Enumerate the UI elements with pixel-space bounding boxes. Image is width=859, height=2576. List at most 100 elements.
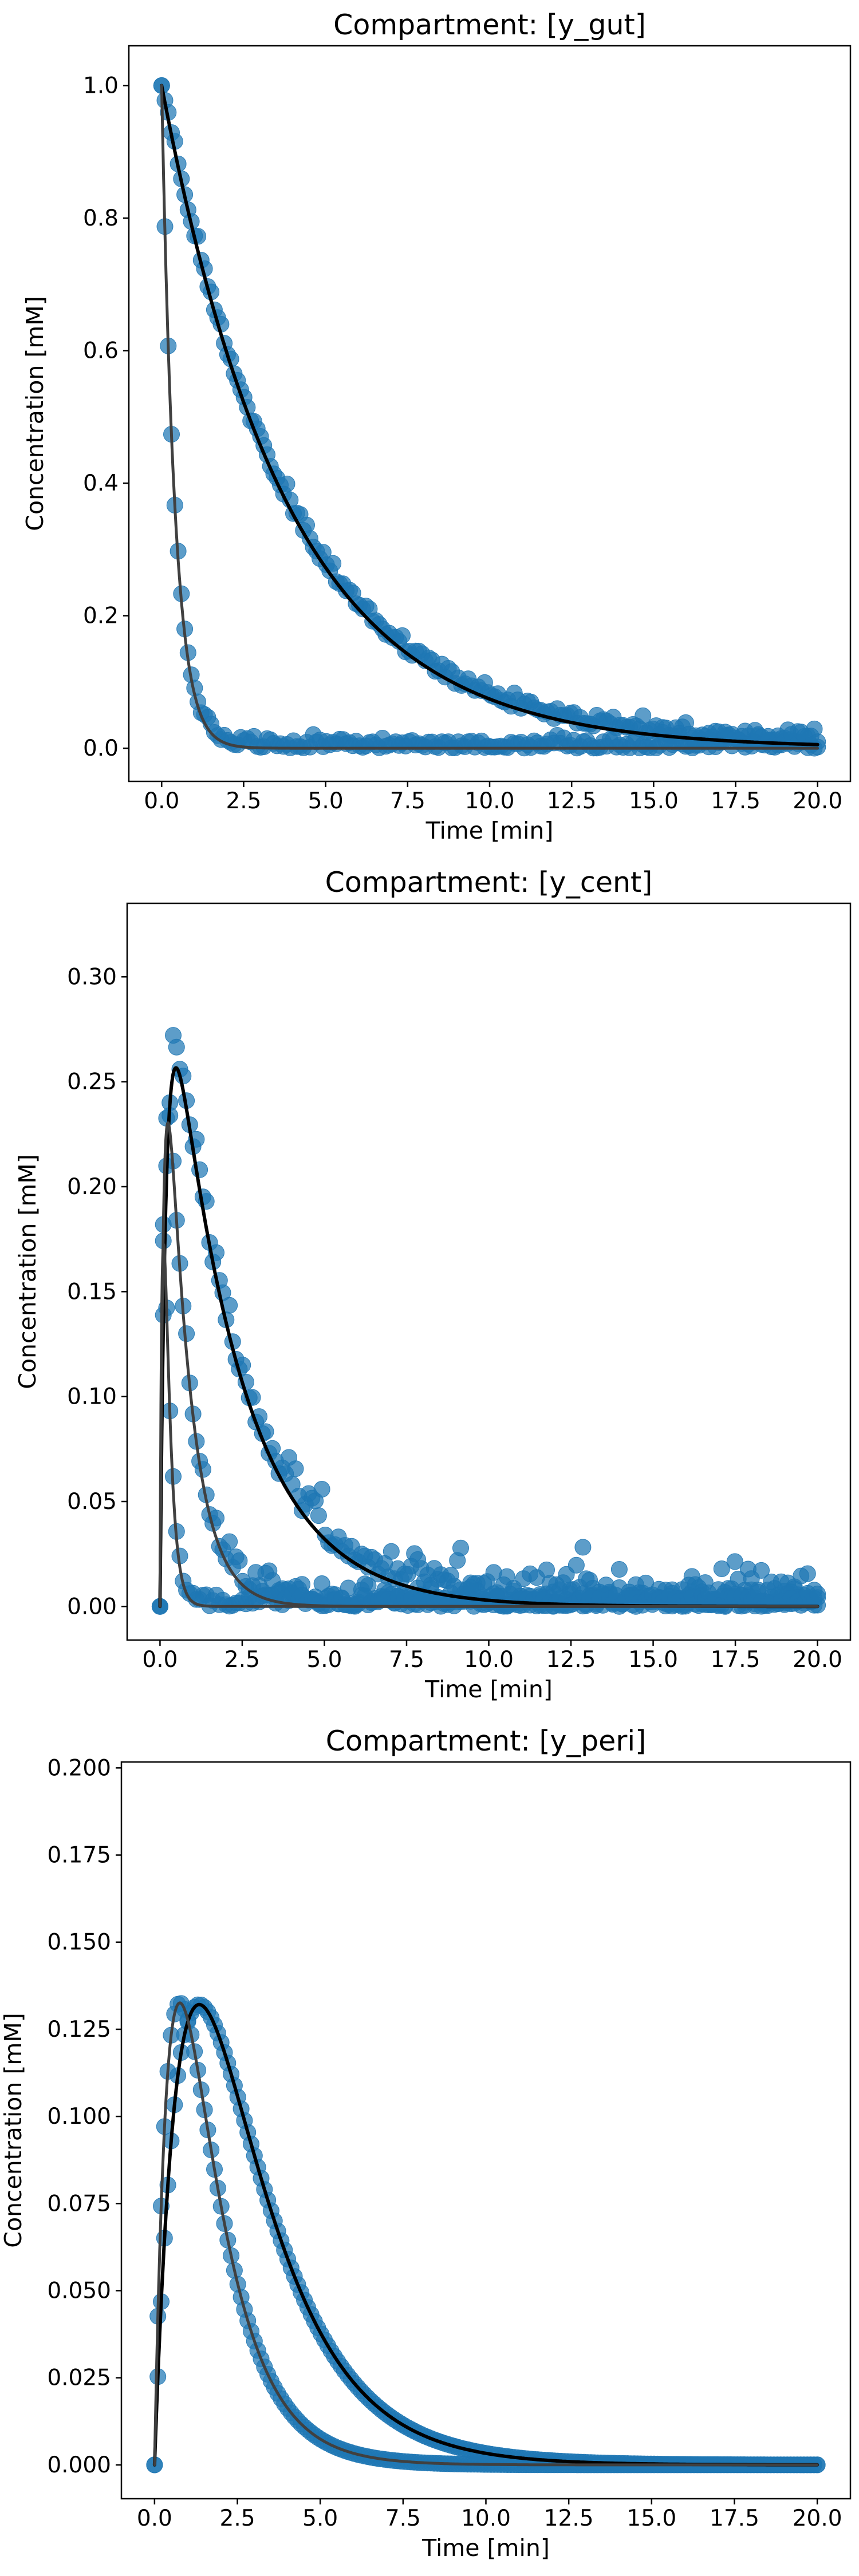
series-2-line (158, 1121, 819, 1608)
y-tick-label: 0.000 (47, 2452, 111, 2478)
x-tick-label: 10.0 (465, 788, 515, 814)
y-axis-label: Concentration [mM] (21, 296, 49, 531)
series-1-line (160, 84, 819, 746)
data-point (194, 1461, 211, 1478)
y-axis-label: Concentration [mM] (14, 1154, 41, 1389)
y-tick-label: 0.100 (47, 2104, 111, 2129)
data-point (221, 1533, 238, 1550)
x-tick-label: 5.0 (308, 788, 344, 814)
x-tick-label: 17.5 (711, 788, 761, 814)
data-point (568, 1556, 585, 1574)
chart-title: Compartment: [y_cent] (325, 866, 653, 899)
x-tick-label: 20.0 (793, 788, 842, 814)
y-tick-label: 0.4 (83, 471, 119, 496)
x-tick-label: 12.5 (544, 2506, 594, 2531)
y-tick-label: 0.0 (83, 736, 119, 761)
y-tick-label: 1.0 (83, 73, 119, 98)
y-axis-label: Concentration [mM] (0, 2013, 27, 2247)
x-tick-label: 0.0 (144, 788, 179, 814)
x-tick-label: 12.5 (547, 788, 597, 814)
data-point (654, 719, 671, 736)
data-point (310, 1507, 327, 1524)
y-tick-label: 0.8 (83, 206, 119, 231)
series-2-points (146, 1995, 826, 2474)
x-tick-label: 10.0 (461, 2506, 511, 2531)
series-3-line (158, 1243, 819, 1608)
y-tick-label: 0.20 (67, 1174, 117, 1200)
y-tick-label: 0.075 (47, 2191, 111, 2217)
series-2-points (151, 1107, 826, 1615)
data-point (313, 1481, 330, 1498)
series-1-points (151, 1027, 826, 1615)
series-1-points (146, 1996, 826, 2474)
y-tick-label: 0.125 (47, 2017, 111, 2042)
data-point (610, 1561, 628, 1578)
x-tick-label: 10.0 (464, 1647, 514, 1673)
y-tick-label: 0.150 (47, 1930, 111, 1955)
series-2-line (160, 84, 819, 750)
y-tick-label: 0.00 (67, 1594, 117, 1619)
x-tick-label: 15.0 (626, 2506, 676, 2531)
data-point (799, 1565, 816, 1582)
x-tick-label: 2.5 (226, 788, 261, 814)
x-tick-label: 2.5 (220, 2506, 255, 2531)
x-tick-label: 15.0 (628, 1647, 678, 1673)
plot-area (151, 1027, 826, 1615)
series-1-points (153, 77, 826, 751)
plot-frame (126, 902, 852, 1641)
plot-frame (128, 45, 852, 783)
x-axis-label: Time [min] (425, 817, 554, 844)
y-tick-label: 0.15 (67, 1279, 117, 1305)
plot-frame (120, 1761, 852, 2500)
y-tick-label: 0.25 (67, 1069, 117, 1095)
data-point (287, 1460, 304, 1477)
x-tick-label: 15.0 (629, 788, 679, 814)
y-tick-label: 0.025 (47, 2365, 111, 2391)
panel-3: Compartment: [y_peri] 0.0 2.5 5.0 7.5 10.0 12.… (0, 1725, 852, 2562)
data-point (574, 1539, 592, 1556)
series-1-line (158, 1066, 819, 1609)
data-point (383, 1543, 400, 1560)
y-tick-label: 0.05 (67, 1489, 117, 1515)
x-tick-label: 17.5 (710, 2506, 759, 2531)
y-tick-label: 0.200 (47, 1755, 111, 1781)
x-tick-label: 12.5 (546, 1647, 596, 1673)
x-tick-label: 7.5 (389, 1647, 424, 1673)
x-tick-label: 20.0 (793, 2506, 842, 2531)
x-tick-label: 2.5 (224, 1647, 260, 1673)
data-point (325, 555, 342, 572)
data-point (726, 1553, 743, 1570)
y-tick-label: 0.2 (83, 603, 119, 629)
x-tick-label: 0.0 (137, 2506, 172, 2531)
panel-2: Compartment: [y_cent] 0.0 2.5 5.0 7.5 10.0 12.… (14, 866, 852, 1703)
y-tick-label: 0.6 (83, 338, 119, 364)
panel-1: Compartment: [y_gut] 0.0 2.5 5.0 7.5 10.0 12.5… (21, 9, 852, 844)
data-point (452, 1539, 469, 1556)
y-tick-label: 0.050 (47, 2278, 111, 2304)
data-point (713, 1560, 730, 1577)
data-point (168, 1038, 185, 1056)
series-1-line (152, 2002, 819, 2467)
x-tick-label: 17.5 (711, 1647, 761, 1673)
plot-area (153, 77, 826, 757)
x-tick-label: 0.0 (142, 1647, 178, 1673)
x-axis-label: Time [min] (421, 2534, 550, 2562)
data-point (753, 1562, 770, 1579)
x-axis-label: Time [min] (424, 1676, 553, 1703)
x-tick-label: 7.5 (390, 788, 425, 814)
series-2-line (153, 2001, 819, 2467)
y-tick-label: 0.175 (47, 1843, 111, 1868)
data-point (394, 627, 411, 644)
chart-title: Compartment: [y_peri] (326, 1725, 646, 1757)
x-tick-label: 5.0 (306, 1647, 342, 1673)
data-point (809, 1585, 826, 1602)
data-point (231, 1552, 248, 1569)
chart-title: Compartment: [y_gut] (333, 9, 646, 41)
x-tick-label: 20.0 (793, 1647, 842, 1673)
x-tick-label: 7.5 (385, 2506, 421, 2531)
y-tick-label: 0.30 (67, 964, 117, 990)
data-point (635, 707, 652, 724)
plot-area (146, 1995, 826, 2474)
y-tick-label: 0.10 (67, 1384, 117, 1410)
